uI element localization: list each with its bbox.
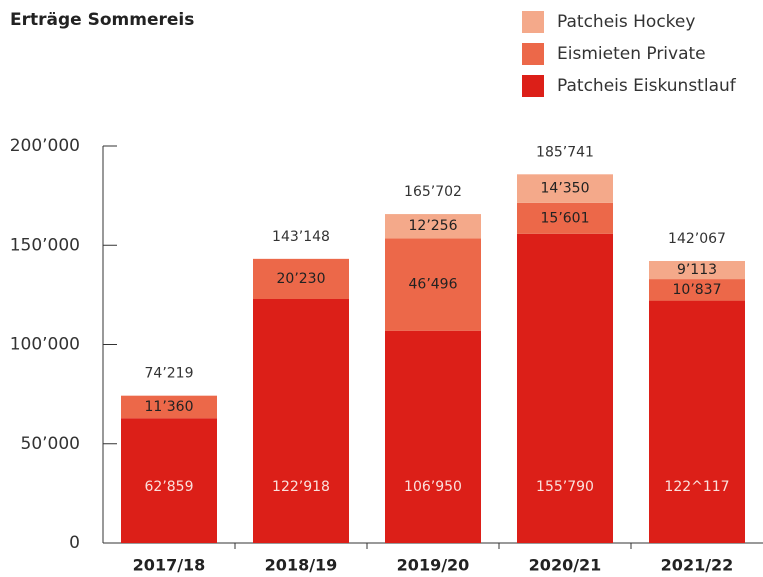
x-tick-label: 2019/20 (397, 556, 470, 575)
total-label: 143’148 (272, 229, 330, 245)
legend-swatch (522, 11, 544, 33)
legend-swatch (522, 43, 544, 65)
data-label: 62’859 (145, 479, 194, 495)
y-tick-label: 200’000 (10, 136, 80, 156)
data-label: 9’113 (677, 262, 717, 278)
chart-title: Erträge Sommereis (10, 10, 194, 30)
bar-segment (121, 418, 217, 543)
data-label: 12’256 (409, 218, 458, 234)
legend-label: Eismieten Private (557, 44, 706, 64)
bar-segment (517, 202, 613, 234)
data-label: 46’496 (409, 277, 458, 293)
bar-segment (385, 214, 481, 239)
bar-segment (385, 330, 481, 543)
bar-segment (253, 258, 349, 300)
data-label: 10’837 (673, 282, 722, 298)
bar-segment (517, 174, 613, 203)
bar-segment (517, 233, 613, 544)
legend-swatch (522, 75, 544, 97)
y-tick-label: 150’000 (10, 235, 80, 255)
data-label: 122^117 (664, 479, 729, 495)
total-label: 142’067 (668, 231, 726, 247)
bar-segment (649, 260, 745, 280)
legend-label: Patcheis Eiskunstlauf (557, 76, 737, 96)
bar-segment (121, 395, 217, 419)
data-label: 20’230 (277, 271, 326, 287)
data-label: 11’360 (145, 399, 194, 415)
data-label: 14’350 (541, 181, 590, 197)
x-tick-label: 2021/22 (661, 556, 734, 575)
x-tick-label: 2017/18 (133, 556, 206, 575)
y-tick-label: 100’000 (10, 335, 80, 355)
bar-segment (385, 238, 481, 331)
data-label: 106’950 (404, 479, 462, 495)
total-label: 165’702 (404, 184, 462, 200)
data-label: 15’601 (541, 210, 590, 226)
bar-segment (253, 299, 349, 543)
y-tick-label: 50’000 (21, 434, 80, 454)
total-label: 185’741 (536, 144, 594, 160)
data-label: 122’918 (272, 479, 330, 495)
bar-segment (649, 300, 745, 543)
bar-segment (649, 279, 745, 301)
legend-label: Patcheis Hockey (557, 12, 695, 32)
data-label: 155’790 (536, 479, 594, 495)
x-tick-label: 2020/21 (529, 556, 602, 575)
x-tick-label: 2018/19 (265, 556, 338, 575)
total-label: 74’219 (145, 366, 194, 382)
y-tick-label: 0 (69, 533, 80, 553)
